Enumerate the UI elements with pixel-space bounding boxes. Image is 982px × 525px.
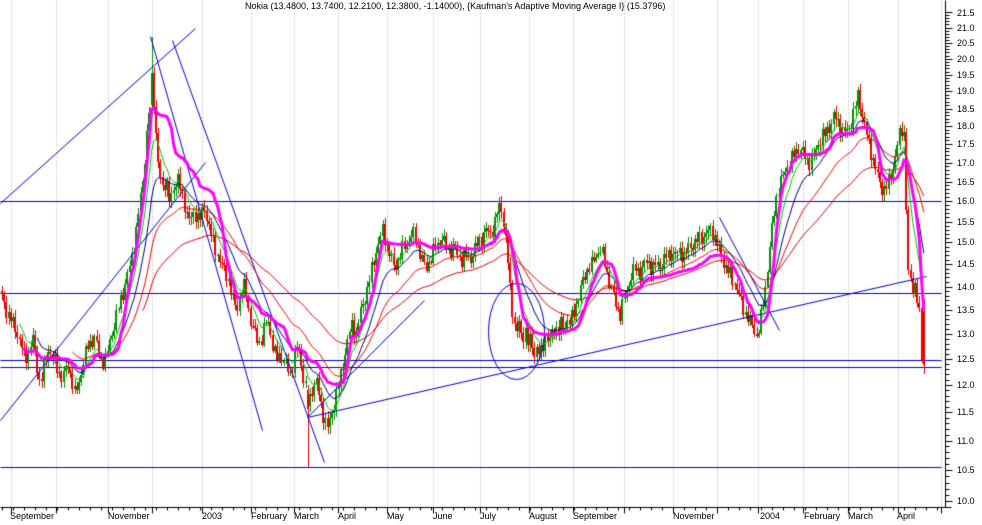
- x-axis-label: September: [573, 511, 618, 521]
- chart-title: Nokia (13.4800, 13.7400, 12.2100, 12.380…: [245, 1, 666, 11]
- y-axis-label: 10.5: [957, 465, 975, 476]
- x-axis-label: 2004: [760, 511, 781, 521]
- x-axis-label: February: [804, 511, 841, 521]
- x-axis-label: November: [108, 511, 150, 521]
- y-axis-label: 17.0: [957, 157, 975, 168]
- y-axis-label: 20.5: [957, 37, 975, 48]
- y-axis-label: 19.5: [957, 69, 975, 80]
- y-axis-label: 10.0: [957, 496, 975, 507]
- y-axis-label: 17.5: [957, 138, 975, 149]
- x-axis-label: September: [10, 511, 55, 521]
- y-axis-label: 11.0: [957, 435, 974, 446]
- y-axis-label: 16.5: [957, 176, 975, 187]
- y-axis-label: 14.5: [957, 259, 975, 270]
- y-axis-label: 16.0: [957, 196, 975, 207]
- y-axis-label: 19.0: [957, 86, 975, 97]
- x-axis-label: April: [338, 511, 357, 521]
- x-axis-label: November: [673, 511, 715, 521]
- y-axis-label: 14.0: [957, 281, 975, 292]
- y-axis-label: 12.5: [957, 353, 975, 364]
- x-axis-label: April: [897, 511, 916, 521]
- x-axis-label: February: [251, 511, 288, 521]
- x-axis-label: March: [848, 511, 874, 521]
- y-axis-label: 12.0: [957, 380, 975, 391]
- y-axis-label: 15.0: [957, 237, 975, 248]
- y-axis-label: 20.0: [957, 53, 975, 64]
- x-axis-label: July: [480, 511, 497, 521]
- y-axis-label: 15.5: [957, 216, 975, 227]
- y-axis-label: 21.0: [957, 22, 975, 33]
- y-axis-label: 21.5: [957, 7, 975, 18]
- x-axis-label: March: [294, 511, 320, 521]
- x-axis-label: June: [433, 511, 453, 521]
- x-axis-label: 2003: [202, 511, 223, 521]
- x-axis-label: August: [529, 511, 558, 521]
- y-axis-label: 18.5: [957, 103, 975, 114]
- y-axis-label: 11.5: [957, 407, 974, 418]
- y-axis-label: 13.5: [957, 304, 975, 315]
- y-axis-label: 18.0: [957, 121, 975, 131]
- y-axis-label: 13.0: [957, 328, 975, 339]
- x-axis-label: May: [387, 511, 405, 521]
